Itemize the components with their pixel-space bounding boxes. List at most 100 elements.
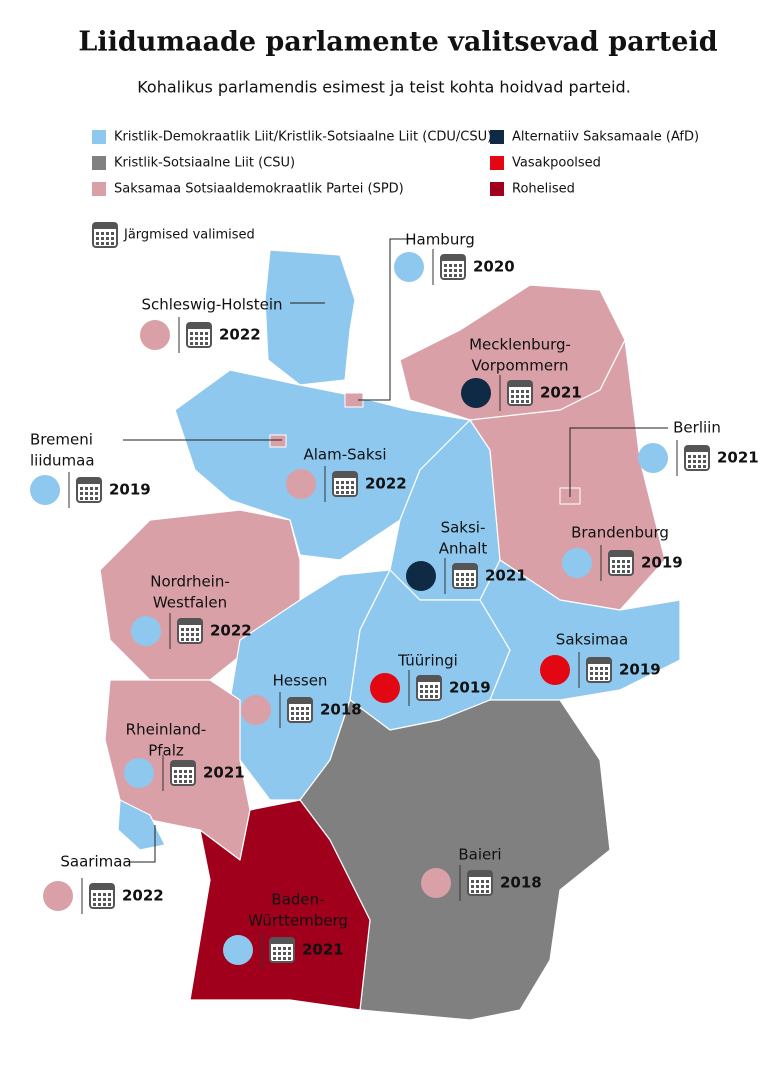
calendar-icon [466,583,469,586]
calendar-icon [600,677,603,680]
calendar-icon [459,274,462,277]
calendar-icon [98,893,101,896]
calendar-icon [688,465,691,468]
election-year: 2021 [540,384,582,402]
calendar-icon [425,695,428,698]
legend-label: Alternatiiv Saksamaale (AfD) [512,130,699,145]
calendar-icon [420,690,423,693]
calendar-icon [481,890,484,893]
calendar-icon [288,957,291,960]
election-year: 2021 [485,567,527,585]
party-circle [394,252,424,282]
calendar-icon [590,672,593,675]
calendar-icon [205,337,208,340]
legend-swatch [490,156,504,170]
calendar-icon [698,460,701,463]
calendar-icon [526,390,529,393]
calendar-icon [174,770,177,773]
calendar-icon [471,573,474,576]
party-circle [562,548,592,578]
calendar-icon [291,717,294,720]
calendar-icon [200,332,203,335]
calendar-icon [184,775,187,778]
state-name: Rheinland- [126,721,207,739]
calendar-icon [471,890,474,893]
calendar-icon [196,638,199,641]
calendar-icon [454,274,457,277]
calendar-icon [288,952,291,955]
calendar-icon [605,677,608,680]
calendar-icon [278,947,281,950]
calendar-icon [291,707,294,710]
calendar-icon [205,332,208,335]
calendar-icon [179,780,182,783]
calendar-icon [190,332,193,335]
region [269,434,287,448]
calendar-icon [93,898,96,901]
state-name: Mecklenburg- [469,336,571,354]
calendar-icon [174,780,177,783]
calendar-icon [449,269,452,272]
calendar-icon [508,381,532,387]
calendar-icon [184,780,187,783]
calendar-icon [486,880,489,883]
state-name: Saksimaa [556,631,628,649]
calendar-icon [283,957,286,960]
election-year: 2021 [203,764,245,782]
calendar-icon [98,898,101,901]
calendar-icon [341,491,344,494]
calendar-icon [187,323,211,329]
calendar-icon [306,707,309,710]
calendar-icon [454,264,457,267]
party-circle [638,443,668,473]
calendar-icon [511,390,514,393]
election-year: 2019 [109,481,151,499]
state-name: Hamburg [405,231,475,249]
calendar-icon [306,712,309,715]
calendar-icon [200,337,203,340]
calendar-icon [186,638,189,641]
state-name: Hessen [273,672,328,690]
state-name: Anhalt [439,540,488,558]
election-year: 2022 [122,887,164,905]
calendar-icon [685,446,709,452]
calendar-icon [90,497,93,500]
calendar-icon [189,780,192,783]
calendar-icon [90,492,93,495]
calendar-icon [103,893,106,896]
calendar-icon [93,893,96,896]
calendar-icon [85,497,88,500]
legend-label: Kristlik-Sotsiaalne Liit (CSU) [114,156,295,171]
calendar-icon [693,465,696,468]
calendar-icon [453,564,477,570]
calendar-icon [77,478,101,484]
calendar-icon [278,952,281,955]
calendar-icon [190,342,193,345]
state-name: Baden- [271,891,324,909]
calendar-icon [425,690,428,693]
calendar-icon [417,676,441,682]
region [264,249,356,386]
calendar-icon [459,264,462,267]
calendar-icon [617,560,620,563]
title: Liidumaade parlamente valitsevad parteid [78,27,717,58]
calendar-icon [196,633,199,636]
calendar-icon [103,903,106,906]
calendar-icon [703,465,706,468]
legend-label: Saksamaa Sotsiaaldemokraatlik Partei (SP… [114,182,404,197]
calendar-icon [466,573,469,576]
calendar-icon [435,685,438,688]
calendar-icon [174,775,177,778]
calendar-icon [430,685,433,688]
election-year: 2022 [210,622,252,640]
election-year: 2018 [500,874,542,892]
calendar-icon [688,455,691,458]
calendar-icon [521,395,524,398]
calendar-icon [420,695,423,698]
calendar-icon [526,400,529,403]
calendar-icon [605,672,608,675]
state-name: Tüüringi [397,652,458,670]
party-circle [540,655,570,685]
calendar-icon [617,570,620,573]
calendar-icon [296,717,299,720]
